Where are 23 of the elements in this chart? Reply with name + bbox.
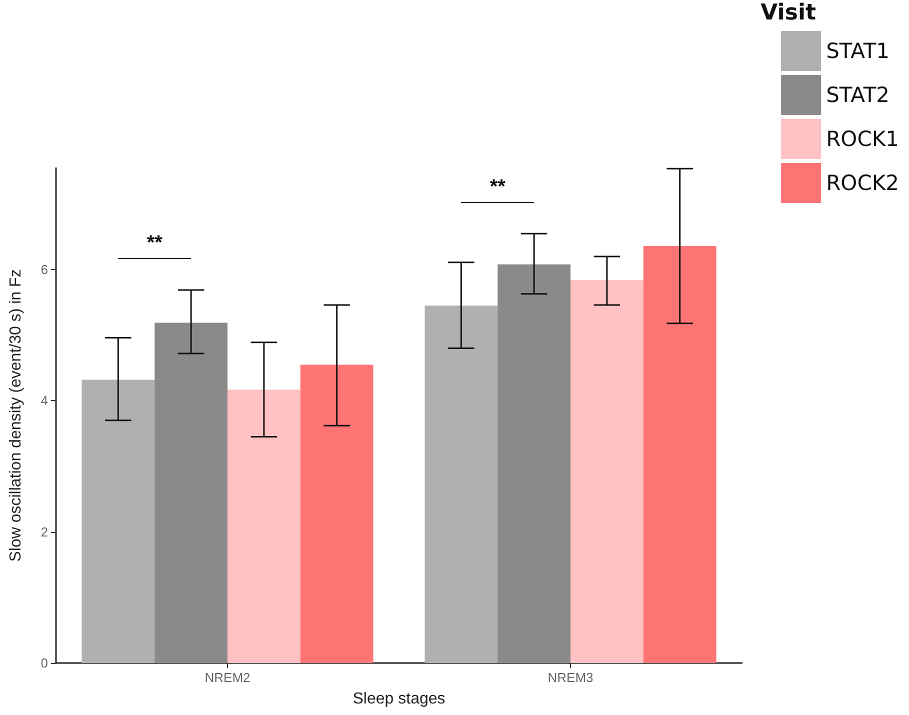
bar (498, 264, 570, 663)
y-tick-label: 4 (40, 393, 48, 408)
bar (643, 246, 716, 663)
bar (154, 322, 228, 663)
annotation: ** (146, 232, 162, 255)
y-tick-label: 6 (40, 262, 48, 278)
y-axis-title: Slow oscillation density (event/30 s) in Fz (8, 269, 24, 562)
bar (300, 364, 374, 663)
x-tick-label: NREM2 (204, 670, 250, 685)
bar (570, 280, 644, 663)
annotation: ** (490, 176, 506, 199)
x-tick-label: NREM3 (548, 670, 594, 685)
legend-label: ROCK1 (826, 127, 900, 151)
legend-label: ROCK2 (826, 171, 900, 195)
y-tick-label: 2 (40, 524, 48, 540)
legend-title: Visit (760, 0, 816, 26)
legend-label: STAT1 (826, 39, 890, 63)
bar (424, 306, 498, 663)
x-axis-title: Sleep stages (352, 690, 446, 708)
bar (82, 380, 155, 663)
legend-label: STAT2 (826, 83, 890, 107)
y-tick-label: 0 (40, 656, 48, 670)
bar (228, 390, 300, 663)
